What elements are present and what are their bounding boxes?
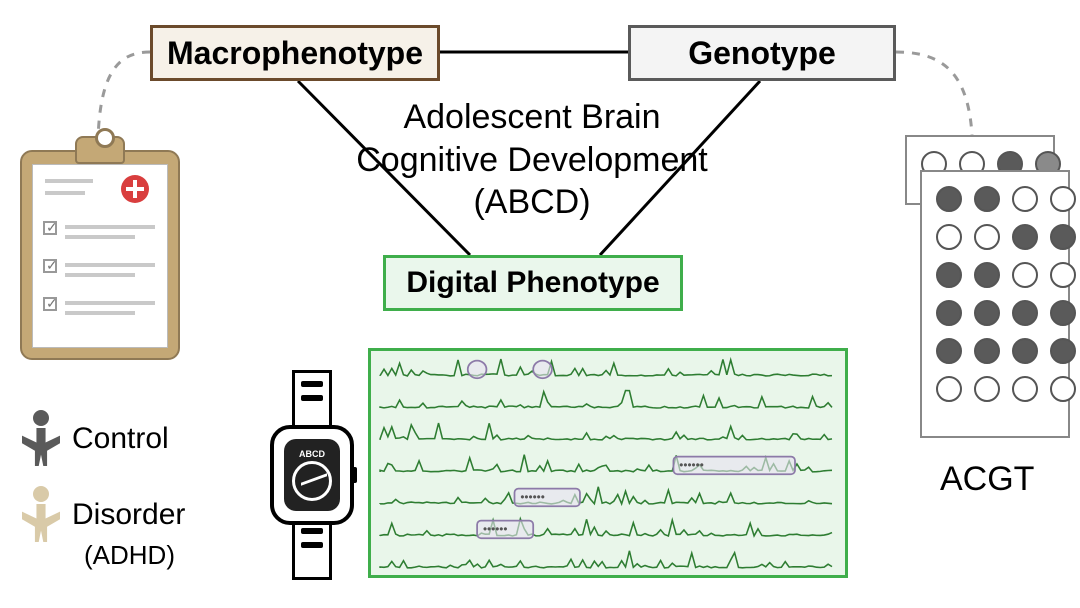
medical-cross-icon	[121, 175, 149, 203]
microarray-dot	[936, 376, 962, 402]
center-caption-line1: Adolescent Brain	[403, 98, 660, 136]
center-caption-line2: Cognitive Development	[356, 141, 708, 179]
microarray-dot	[1012, 376, 1038, 402]
microarray-dot	[974, 224, 1000, 250]
node-genotype-label: Genotype	[688, 35, 836, 72]
microarray-dot	[1050, 376, 1076, 402]
signal-traces: •••••• •••••• ••••••	[371, 351, 845, 575]
microarray-dot	[1050, 262, 1076, 288]
node-digital-phenotype: Digital Phenotype	[383, 255, 683, 311]
microarray-dot	[974, 262, 1000, 288]
center-caption-line3: (ABCD)	[473, 183, 590, 221]
microarray-dot	[974, 300, 1000, 326]
svg-text:••••••: ••••••	[679, 459, 704, 472]
microarray-dot	[936, 262, 962, 288]
clipboard-icon	[20, 150, 180, 360]
microarray-front-panel	[920, 170, 1070, 438]
center-caption: Adolescent Brain Cognitive Development (…	[352, 96, 712, 224]
node-genotype: Genotype	[628, 25, 896, 81]
signal-panel: •••••• •••••• ••••••	[368, 348, 848, 578]
microarray-dot	[936, 224, 962, 250]
node-macrophenotype: Macrophenotype	[150, 25, 440, 81]
microarray-dot	[1050, 224, 1076, 250]
smartwatch-icon: ABCD	[262, 370, 362, 580]
microarray-dot	[1050, 338, 1076, 364]
microarray-dot	[936, 186, 962, 212]
node-digital-phenotype-label: Digital Phenotype	[406, 266, 659, 300]
node-macrophenotype-label: Macrophenotype	[167, 35, 423, 72]
microarray-dot	[1012, 224, 1038, 250]
microarray-dot	[1012, 186, 1038, 212]
microarray-dot	[936, 338, 962, 364]
microarray-dot	[1050, 186, 1076, 212]
svg-text:••••••: ••••••	[520, 491, 545, 504]
microarray-dot	[1012, 300, 1038, 326]
microarray-dot	[974, 376, 1000, 402]
microarray-dot	[974, 186, 1000, 212]
legend-disorder-sublabel: (ADHD)	[84, 540, 175, 571]
activity-ring-icon	[292, 461, 332, 501]
svg-text:••••••: ••••••	[483, 523, 508, 536]
microarray-dot	[1050, 300, 1076, 326]
microarray-label: ACGT	[940, 460, 1034, 499]
microarray-dot	[1012, 338, 1038, 364]
legend-disorder-label: Disorder	[72, 498, 185, 532]
microarray-dot	[974, 338, 1000, 364]
microarray-dot	[936, 300, 962, 326]
watch-face-label: ABCD	[299, 449, 325, 459]
microarray-dot	[1012, 262, 1038, 288]
person-control-icon	[22, 410, 60, 470]
person-disorder-icon	[22, 486, 60, 546]
legend-control-label: Control	[72, 422, 169, 456]
